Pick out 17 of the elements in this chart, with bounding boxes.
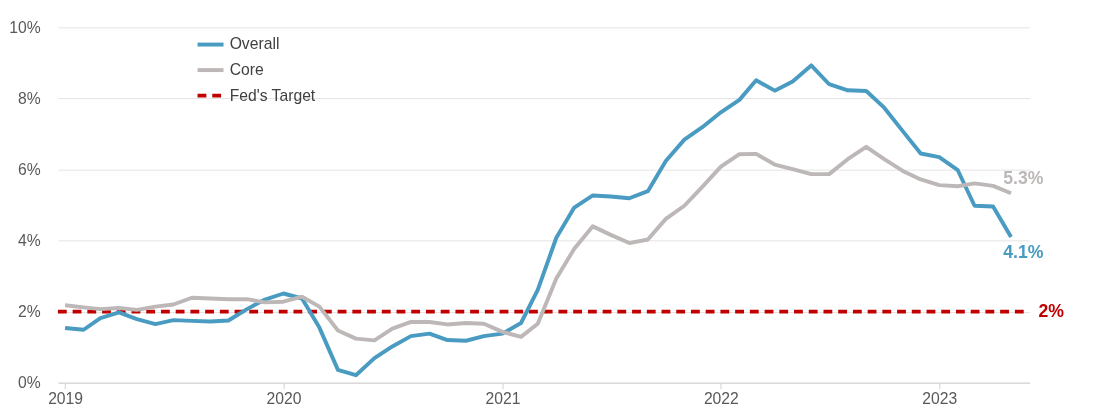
- x-tick-label: 2020: [266, 389, 302, 407]
- legend-label: Overall: [229, 35, 280, 53]
- legend-label: Core: [229, 60, 264, 78]
- x-tick-label: 2022: [703, 389, 739, 407]
- x-tick-label: 2019: [48, 389, 84, 407]
- data-label: 5.3%: [1003, 168, 1044, 189]
- y-tick-label: 2%: [18, 303, 41, 321]
- y-tick-label: 0%: [18, 374, 41, 392]
- x-tick-label: 2021: [485, 389, 521, 407]
- x-tick-label: 2023: [922, 389, 958, 407]
- y-tick-label: 4%: [18, 231, 41, 249]
- annotation: 2%: [1038, 300, 1065, 321]
- y-tick-label: 8%: [18, 89, 41, 107]
- y-tick-label: 6%: [18, 160, 41, 178]
- y-tick-label: 10%: [9, 18, 41, 36]
- legend-label: Fed's Target: [229, 86, 316, 104]
- data-label: 4.1%: [1003, 241, 1044, 262]
